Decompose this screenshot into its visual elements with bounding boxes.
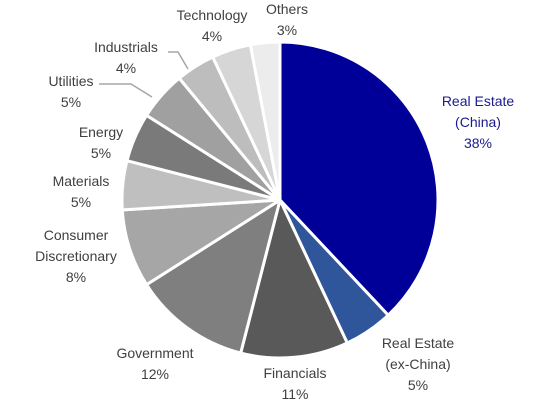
slice-label-text: Financials [263,365,326,381]
slice-label-financials: Financials 11% [263,365,326,402]
slice-label-utilities: Utilities 5% [48,73,93,110]
slice-label-text: Industrials [94,39,158,55]
slice-label-consumer-discretionary: Consumer Discretionary 8% [35,227,117,285]
slice-label-text: Others [266,1,308,17]
slice-label-industrials: Industrials 4% [94,39,158,76]
slice-label-technology: Technology 4% [177,7,248,44]
leader-line-industrials [168,51,189,70]
slice-label-text: Discretionary [35,248,117,264]
slice-percent-text: 5% [61,94,81,110]
slice-percent-text: 12% [141,366,169,382]
label-leader-lines [99,51,189,98]
slice-label-text: Utilities [48,73,93,89]
slice-label-text: Materials [53,173,110,189]
pie-slice-government [145,198,282,355]
slice-label-text: Consumer [44,227,109,243]
slice-percent-text: 8% [66,269,86,285]
pie-slice-financials [239,198,349,360]
slice-label-text: Technology [177,7,248,23]
slice-label-text: Real Estate [442,93,515,109]
slice-labels: Real Estate (China) 38% Real Estate (ex-Chin… [35,1,514,402]
slice-label-text: Energy [79,124,123,140]
pie-slice-real-estate-china [278,40,440,317]
slice-percent-text: 4% [202,28,222,44]
slice-percent-text: 3% [277,22,297,38]
slice-label-text: Real Estate [382,335,455,351]
slice-label-real-estate-china: Real Estate (China) 38% [442,93,515,151]
pie-slices [120,40,440,360]
slice-label-government: Government 12% [116,345,193,382]
slice-label-real-estate-ex-china: Real Estate (ex-China) 5% [382,335,455,393]
slice-label-text: Government [116,345,193,361]
slice-label-text: (China) [455,114,501,130]
slice-label-text: (ex-China) [385,356,450,372]
slice-percent-text: 4% [116,60,136,76]
pie-slice-others [248,40,282,202]
slice-percent-text: 5% [71,194,91,210]
slice-percent-text: 5% [408,377,428,393]
slice-percent-text: 5% [91,145,111,161]
slice-label-energy: Energy 5% [79,124,123,161]
slice-label-materials: Materials 5% [53,173,110,210]
slice-percent-text: 11% [282,386,309,402]
slice-percent-text: 38% [464,135,492,151]
slice-label-others: Others 3% [266,1,308,38]
leader-line-utilities [99,83,153,98]
